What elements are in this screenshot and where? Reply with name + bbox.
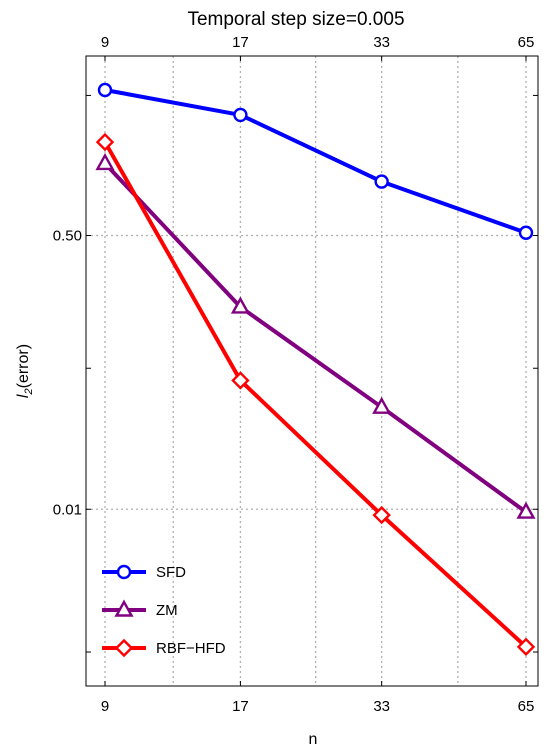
data-point-rbf-hfd	[372, 505, 391, 525]
series-line-sfd	[104, 88, 527, 235]
x-axis-label: n	[309, 731, 318, 748]
y-axis-label-main: l	[15, 394, 32, 398]
legend-marker-sfd	[116, 564, 132, 580]
x-tick-label: 33	[373, 698, 390, 715]
x-tick-label-top: 17	[232, 34, 249, 51]
x-tick-label-top: 9	[101, 34, 109, 51]
data-point-zm	[95, 152, 115, 171]
data-point-sfd	[518, 225, 534, 240]
data-point-zm	[516, 501, 536, 519]
series-line-rbf-hfd	[103, 141, 528, 649]
x-tick-label: 65	[518, 698, 535, 715]
legend-label-sfd: SFD	[156, 564, 186, 581]
series	[95, 82, 536, 657]
x-tick-label-top: 33	[373, 34, 390, 51]
data-point-rbf-hfd	[516, 637, 536, 657]
grid	[86, 56, 538, 686]
y-axis-label-rest: (error)	[15, 344, 32, 388]
legend-marker-zm	[114, 599, 134, 617]
chart-title: Temporal step size=0.005	[187, 9, 404, 30]
data-point-sfd	[97, 82, 113, 98]
x-tick-label: 9	[101, 698, 109, 715]
legend: SFD ZM RBF−HFD	[102, 564, 226, 658]
series-line-zm	[103, 162, 528, 514]
data-point-zm	[372, 396, 392, 414]
data-point-rbf-hfd	[95, 132, 115, 152]
x-tick-label-top: 65	[518, 34, 535, 51]
plot-frame	[85, 55, 539, 687]
legend-label-rbf-hfd: RBF−HFD	[156, 640, 226, 657]
x-tick-label: 17	[232, 698, 249, 715]
data-point-sfd	[374, 174, 389, 189]
y-axis-label-subscript: 2	[23, 388, 35, 395]
data-point-zm	[230, 296, 250, 314]
legend-label-zm: ZM	[156, 602, 178, 619]
y-tick-label: 0.01	[53, 501, 82, 518]
data-point-rbf-hfd	[231, 371, 250, 390]
y-tick-label: 0.50	[53, 227, 82, 244]
axis-ticks: 9 9 17 17 33 33 65 65 0.50 0.01	[53, 34, 538, 715]
data-point-sfd	[233, 107, 248, 123]
legend-marker-rbf-hfd	[114, 638, 134, 658]
y-axis-label: l2(error)	[15, 344, 35, 398]
